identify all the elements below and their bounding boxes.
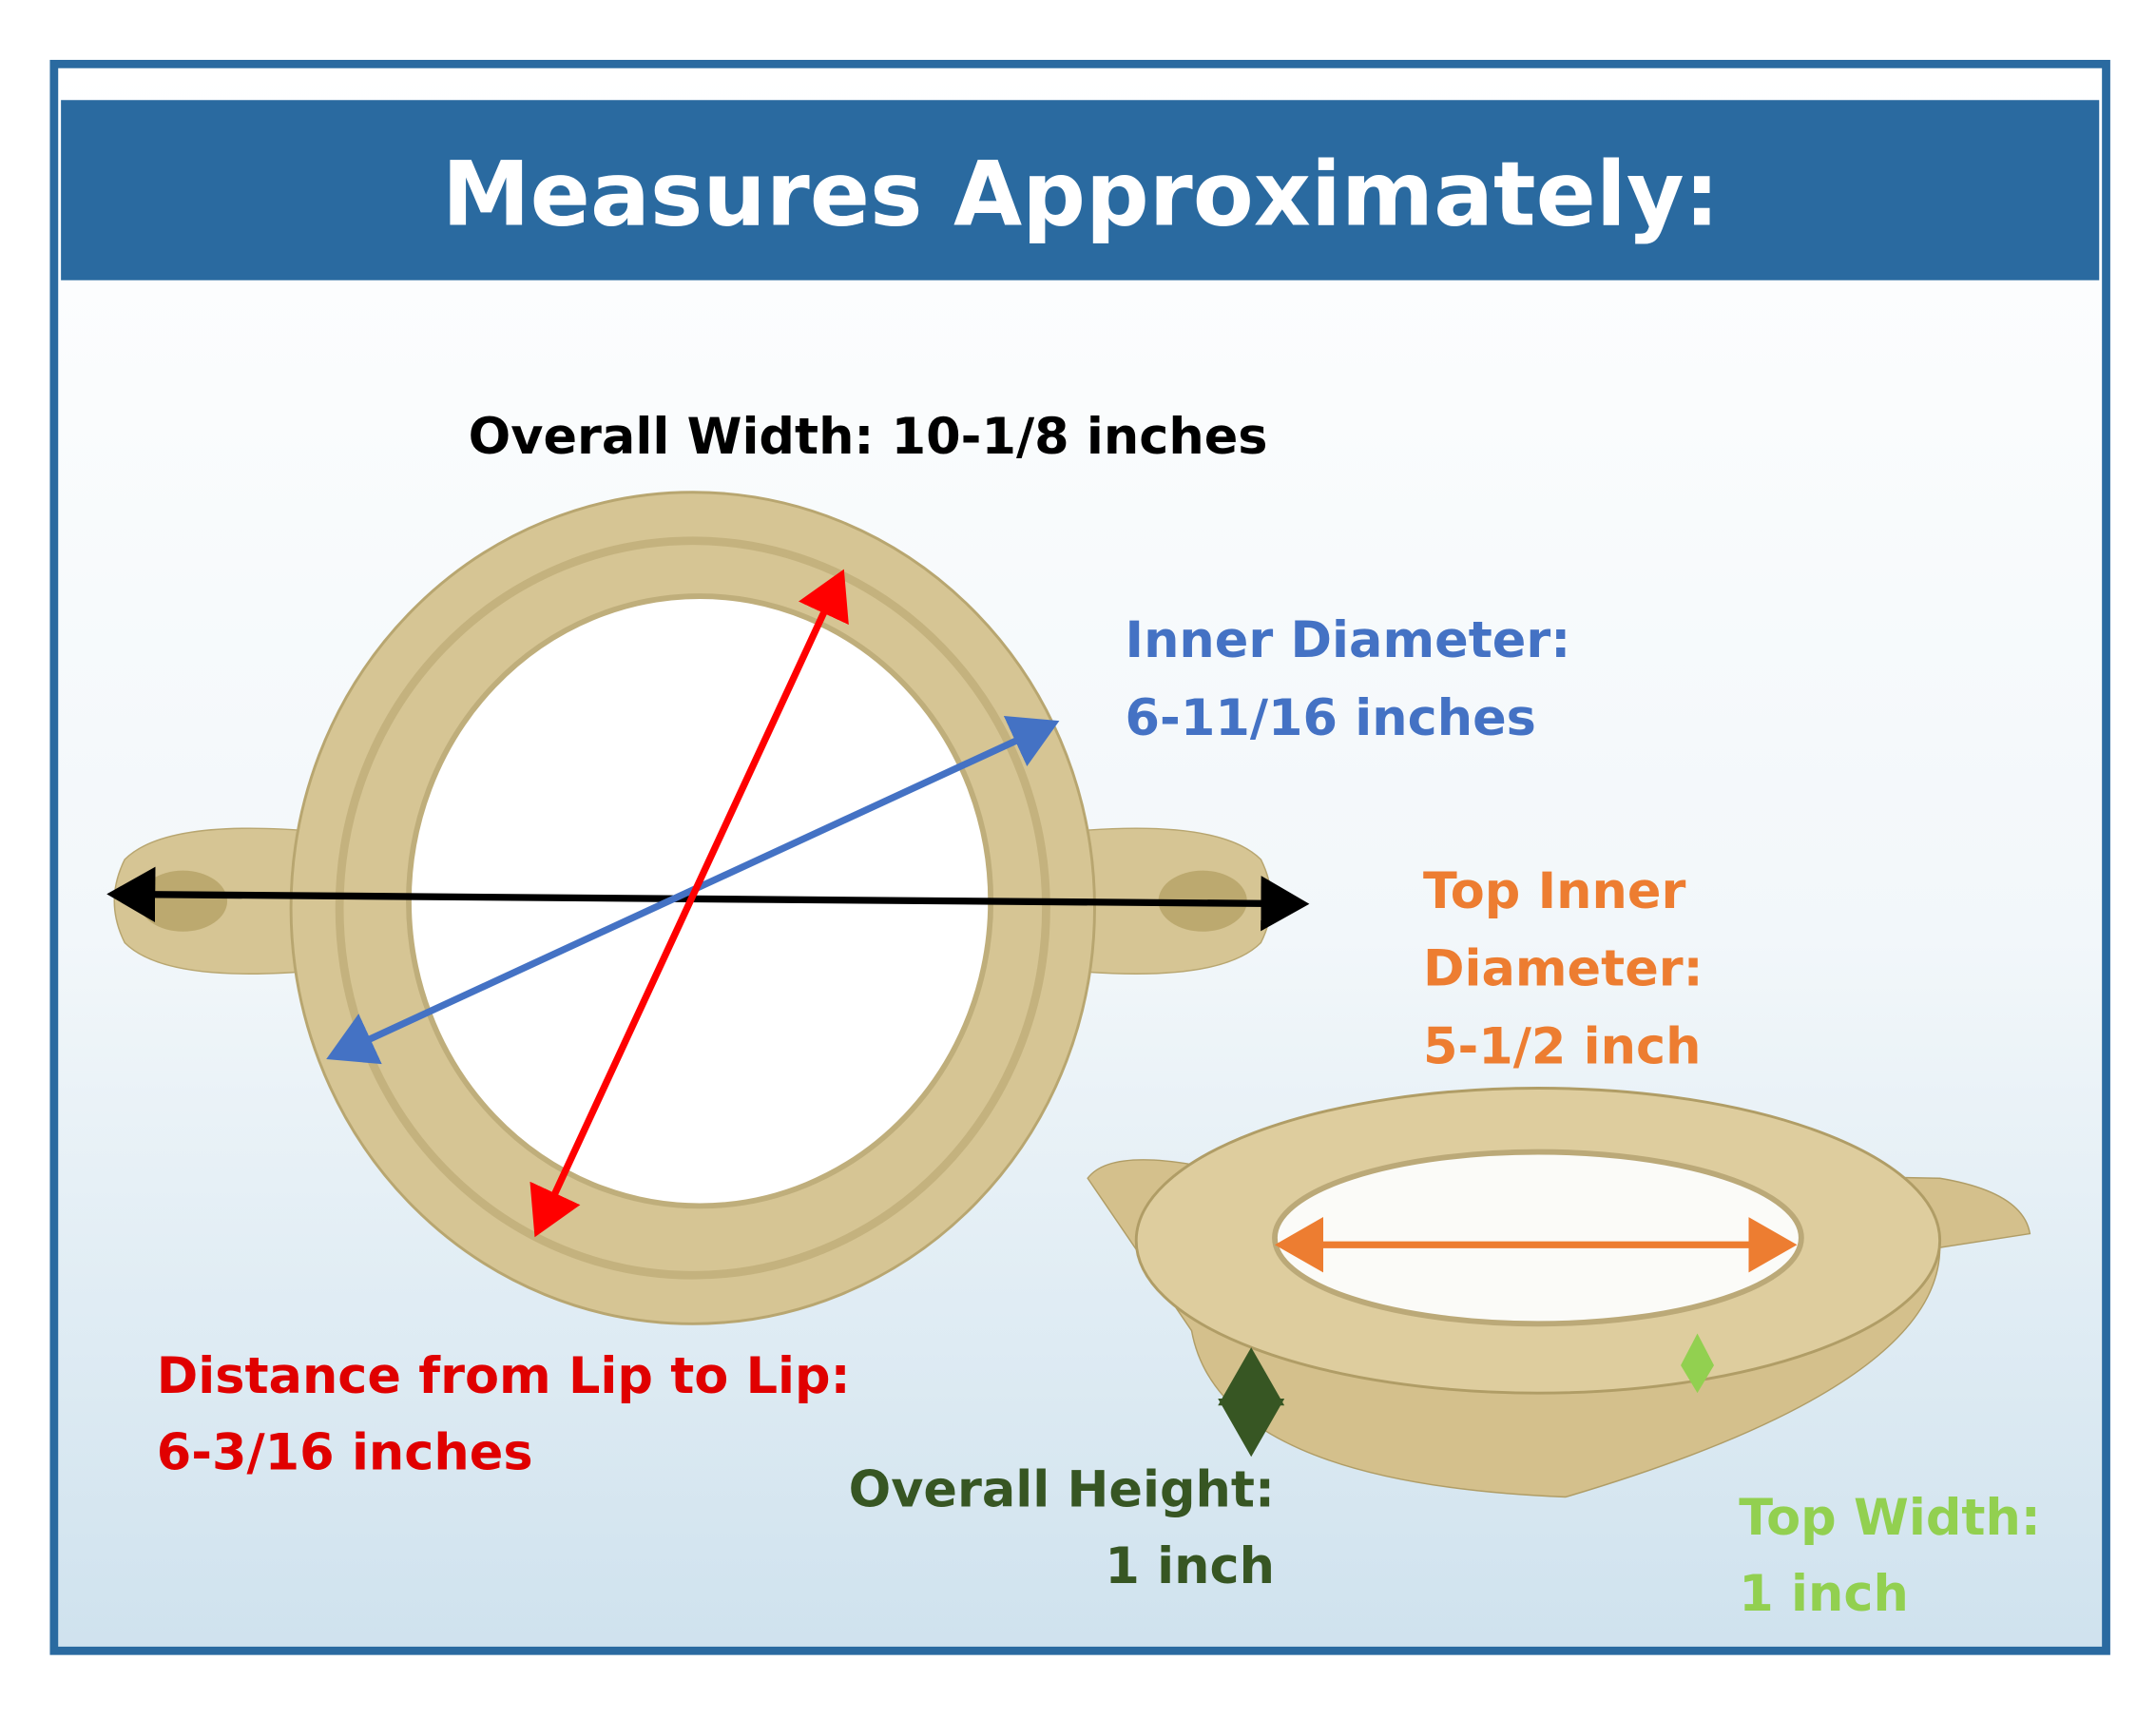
label: Diameter:	[1423, 940, 1704, 998]
label: Overall Width: 10-1/8 inches	[469, 408, 1268, 466]
label: 5-1/2 inch	[1423, 1017, 1702, 1075]
label: 6-11/16 inches	[1126, 689, 1536, 747]
label: 6-3/16 inches	[157, 1423, 533, 1481]
arrow-lip-to-lip	[529, 569, 849, 1238]
label: 1 inch	[1739, 1565, 1909, 1623]
label: Top Inner	[1423, 862, 1686, 920]
header-band	[61, 100, 2100, 280]
label: Top Width:	[1739, 1489, 2041, 1547]
label: Distance from Lip to Lip:	[157, 1347, 851, 1405]
label: Overall Height:	[849, 1461, 1275, 1519]
label: Inner Diameter:	[1126, 611, 1571, 669]
title: Measures Approximately:	[442, 142, 1720, 245]
label: 1 inch	[1105, 1537, 1275, 1595]
mark-top-width	[1681, 1333, 1715, 1394]
